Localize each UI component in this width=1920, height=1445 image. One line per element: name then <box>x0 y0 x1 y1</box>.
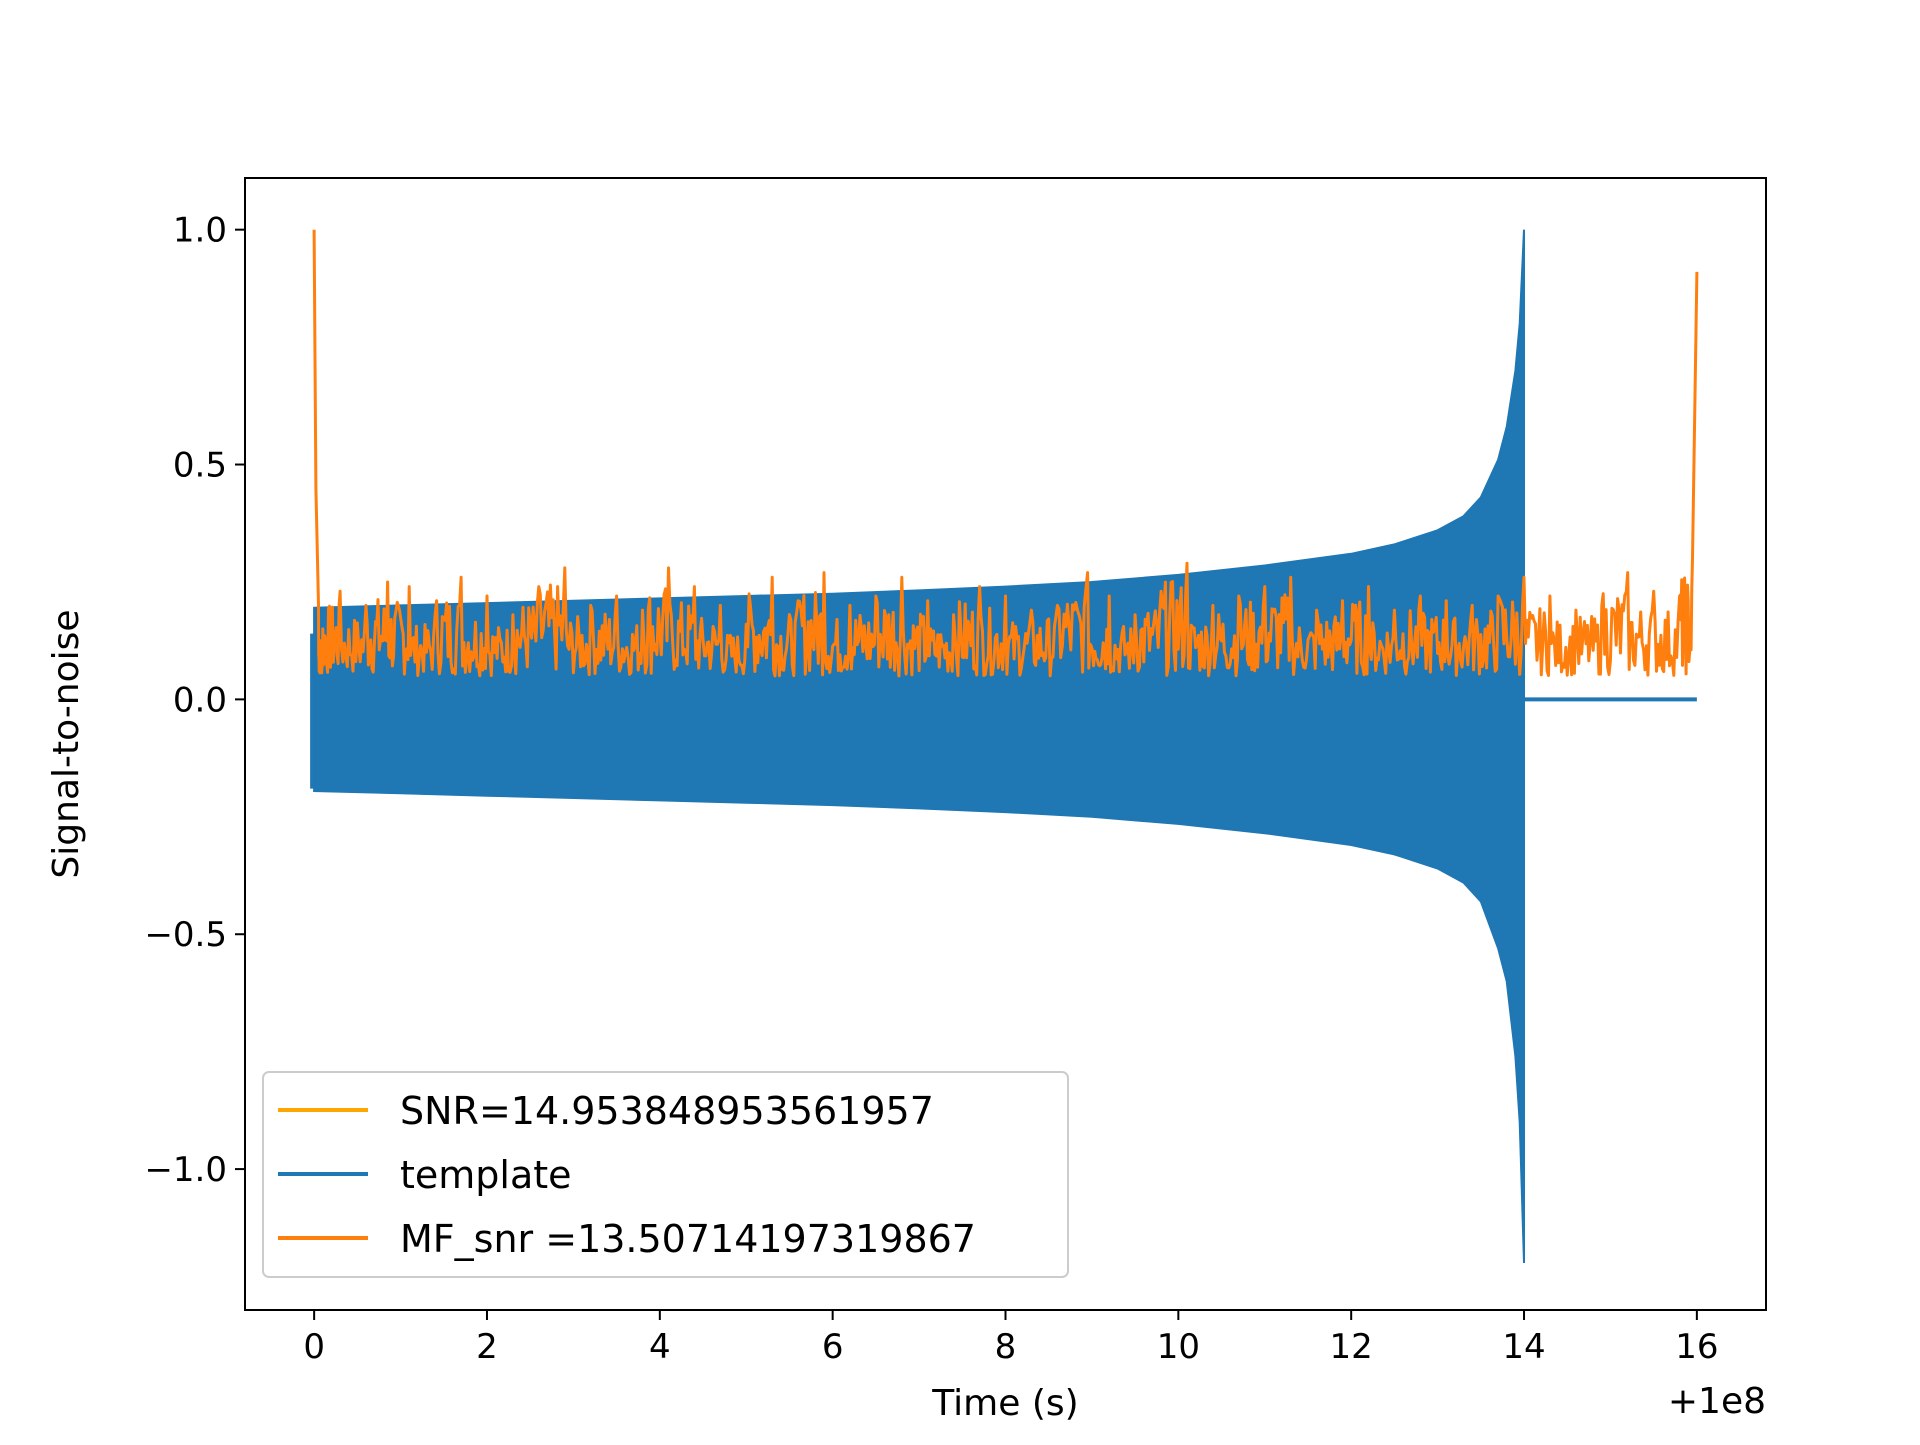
x-axis-label: Time (s) <box>931 1383 1078 1424</box>
x-tick-label: 0 <box>303 1327 325 1367</box>
y-axis-label: Signal-to-noise <box>46 609 87 878</box>
x-tick-label: 6 <box>822 1327 844 1367</box>
y-tick-label: 0.0 <box>173 680 227 720</box>
x-tick-label: 14 <box>1502 1327 1545 1367</box>
legend-box <box>262 1071 1069 1278</box>
y-tick-label: −1.0 <box>144 1150 227 1190</box>
y-tick-label: 0.5 <box>173 446 227 486</box>
x-tick-label: 4 <box>649 1327 671 1367</box>
legend-label: MF_snr =13.50714197319867 <box>400 1217 976 1261</box>
x-tick-label: 2 <box>476 1327 498 1367</box>
series-template-band <box>313 229 1525 1264</box>
x-tick-label: 10 <box>1157 1327 1200 1367</box>
series-mf-snr-line <box>312 229 1699 678</box>
legend-label: SNR=14.953848953561957 <box>400 1089 934 1133</box>
y-tick-label: 1.0 <box>173 211 227 251</box>
x-axis-offset-label: +1e8 <box>1668 1381 1766 1422</box>
x-tick-label: 16 <box>1675 1327 1718 1367</box>
axes: 0 2 4 6 8 10 12 14 16 1.0 0.5 0.0 −0.5 −1.0 <box>144 177 1767 1367</box>
legend: SNR=14.953848953561957 template MF_snr =1… <box>262 1071 1069 1278</box>
y-tick-label: −0.5 <box>144 915 227 955</box>
x-tick-label: 12 <box>1330 1327 1373 1367</box>
legend-label: template <box>400 1153 572 1197</box>
plot-area <box>310 229 1699 1264</box>
x-tick-label: 8 <box>995 1327 1017 1367</box>
